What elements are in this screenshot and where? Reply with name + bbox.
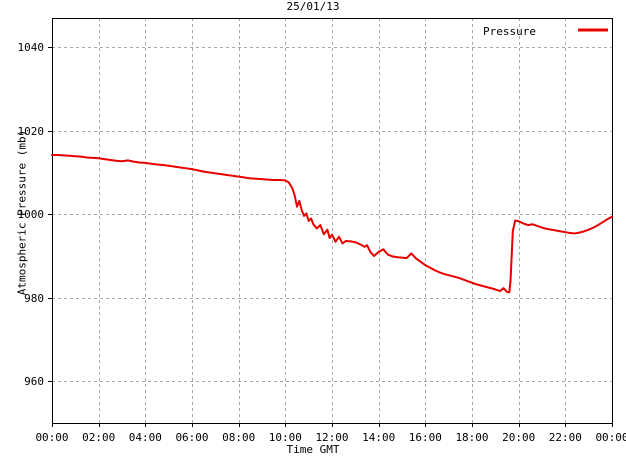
x-axis-label: Time GMT (286, 443, 340, 456)
x-tick-label: 12:00 (315, 431, 349, 444)
y-tick-label: 1020 (17, 124, 45, 138)
legend-entry-pressure-label: Pressure (483, 25, 536, 38)
y-tick-label: 1040 (17, 41, 45, 55)
tick-marks (48, 47, 613, 427)
x-tick-label: 10:00 (268, 431, 302, 444)
x-tick-label: 00:00 (595, 431, 626, 444)
x-tick-label: 02:00 (82, 431, 116, 444)
data-series-layer (51, 153, 613, 294)
y-tick-label: 960 (24, 375, 44, 389)
x-tick-label: 14:00 (362, 431, 396, 444)
x-tick-label: 18:00 (455, 431, 489, 444)
x-tick-label: 16:00 (408, 431, 442, 444)
x-tick-label: 22:00 (548, 431, 582, 444)
chart-title: 25/01/13 (286, 0, 340, 13)
x-tick-label: 20:00 (502, 431, 536, 444)
x-tick-label: 08:00 (222, 431, 256, 444)
x-tick-label: 00:00 (35, 431, 69, 444)
series-line-pressure (51, 153, 613, 294)
grid-layer (52, 18, 612, 423)
y-tick-label: 980 (24, 291, 44, 305)
x-tick-label: 06:00 (175, 431, 209, 444)
y-tick-label: 1000 (17, 208, 45, 222)
x-tick-label: 04:00 (128, 431, 162, 444)
